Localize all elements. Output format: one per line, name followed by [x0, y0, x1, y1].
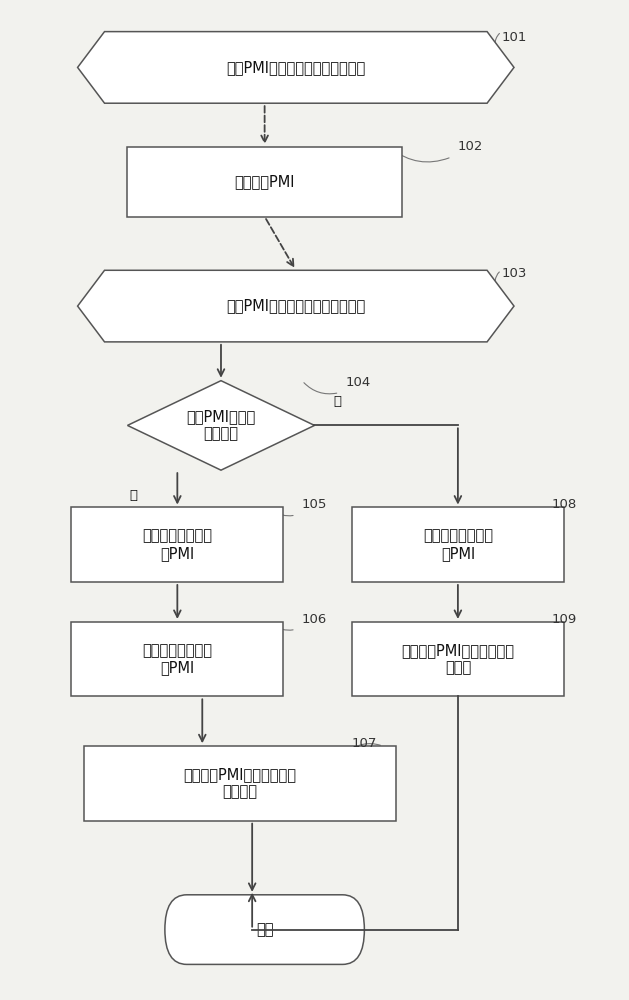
Text: 105: 105: [302, 498, 328, 511]
FancyBboxPatch shape: [352, 507, 564, 582]
Text: 103: 103: [501, 267, 527, 280]
FancyBboxPatch shape: [352, 622, 564, 696]
Text: 108: 108: [552, 498, 577, 511]
Polygon shape: [128, 381, 314, 470]
Text: 是: 是: [130, 489, 138, 502]
FancyBboxPatch shape: [165, 895, 364, 964]
Text: 否: 否: [333, 395, 341, 408]
Text: 结束: 结束: [256, 922, 274, 937]
Text: 上报前次上报的第
一PMI: 上报前次上报的第 一PMI: [423, 529, 493, 561]
Polygon shape: [77, 270, 514, 342]
Text: 计算第一PMI: 计算第一PMI: [235, 174, 295, 189]
Polygon shape: [77, 32, 514, 103]
FancyBboxPatch shape: [84, 746, 396, 821]
FancyBboxPatch shape: [71, 622, 283, 696]
Text: 106: 106: [302, 613, 327, 626]
FancyBboxPatch shape: [71, 507, 283, 582]
Text: 记录此次计算的第
一PMI: 记录此次计算的第 一PMI: [142, 643, 213, 675]
Text: 109: 109: [552, 613, 577, 626]
Text: 上报计算所得的第
一PMI: 上报计算所得的第 一PMI: [142, 529, 213, 561]
FancyBboxPatch shape: [128, 147, 402, 217]
Text: 第一PMI的计算
是否完成: 第一PMI的计算 是否完成: [186, 409, 255, 442]
Text: 107: 107: [352, 737, 377, 750]
Text: 第一PMI周期性上报关门时间到达: 第一PMI周期性上报关门时间到达: [226, 299, 365, 314]
Text: 第一PMI周期性计算上报流程启动: 第一PMI周期性计算上报流程启动: [226, 60, 365, 75]
Text: 102: 102: [458, 140, 483, 153]
Text: 标记第一PMI的计算不存在
时序问题: 标记第一PMI的计算不存在 时序问题: [183, 767, 296, 800]
Text: 标记第一PMI的计算存在时
序问题: 标记第一PMI的计算存在时 序问题: [401, 643, 515, 675]
Text: 101: 101: [501, 31, 527, 44]
Text: 104: 104: [346, 376, 371, 389]
